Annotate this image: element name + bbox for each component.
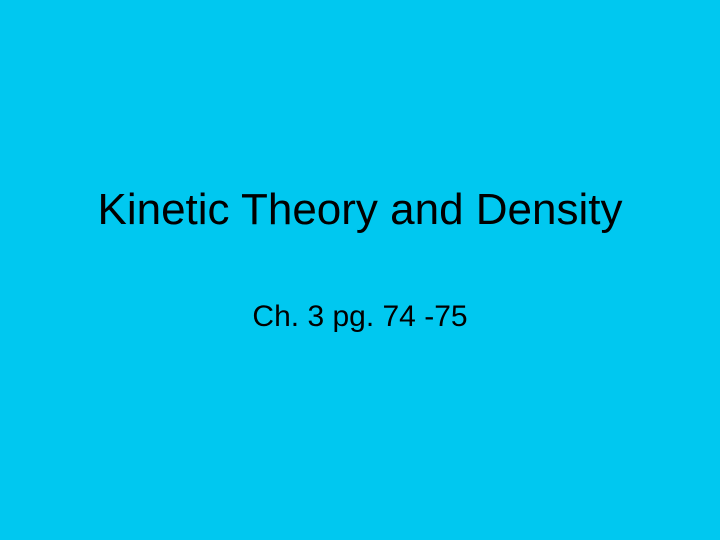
presentation-slide: Kinetic Theory and Density Ch. 3 pg. 74 … (0, 0, 720, 540)
slide-subtitle: Ch. 3 pg. 74 -75 (252, 300, 467, 334)
slide-title: Kinetic Theory and Density (97, 185, 622, 235)
